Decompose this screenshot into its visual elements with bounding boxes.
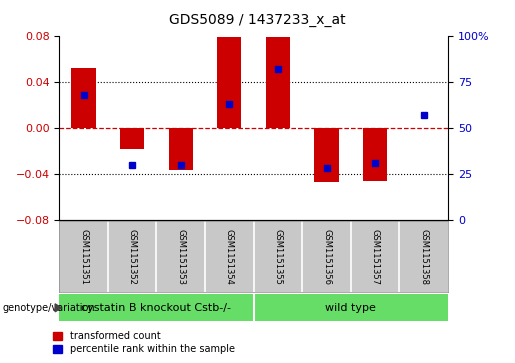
Text: wild type: wild type	[325, 303, 376, 313]
Bar	[363, 128, 387, 181]
Bar	[120, 128, 144, 148]
Text: GSM1151355: GSM1151355	[273, 229, 282, 285]
Text: GSM1151353: GSM1151353	[176, 229, 185, 285]
Bar	[266, 37, 290, 128]
Legend: transformed count, percentile rank within the sample: transformed count, percentile rank withi…	[51, 330, 236, 356]
Bar	[72, 68, 96, 128]
Text: GDS5089 / 1437233_x_at: GDS5089 / 1437233_x_at	[169, 13, 346, 27]
Bar	[168, 128, 193, 170]
Text: GSM1151354: GSM1151354	[225, 229, 234, 285]
Text: GSM1151357: GSM1151357	[371, 229, 380, 285]
Text: genotype/variation: genotype/variation	[3, 303, 95, 313]
Text: GSM1151358: GSM1151358	[419, 229, 428, 285]
Bar	[217, 37, 242, 128]
Text: cystatin B knockout Cstb-/-: cystatin B knockout Cstb-/-	[81, 303, 231, 313]
Text: GSM1151352: GSM1151352	[128, 229, 136, 285]
Text: GSM1151356: GSM1151356	[322, 229, 331, 285]
Text: GSM1151351: GSM1151351	[79, 229, 88, 285]
Bar	[314, 128, 339, 182]
